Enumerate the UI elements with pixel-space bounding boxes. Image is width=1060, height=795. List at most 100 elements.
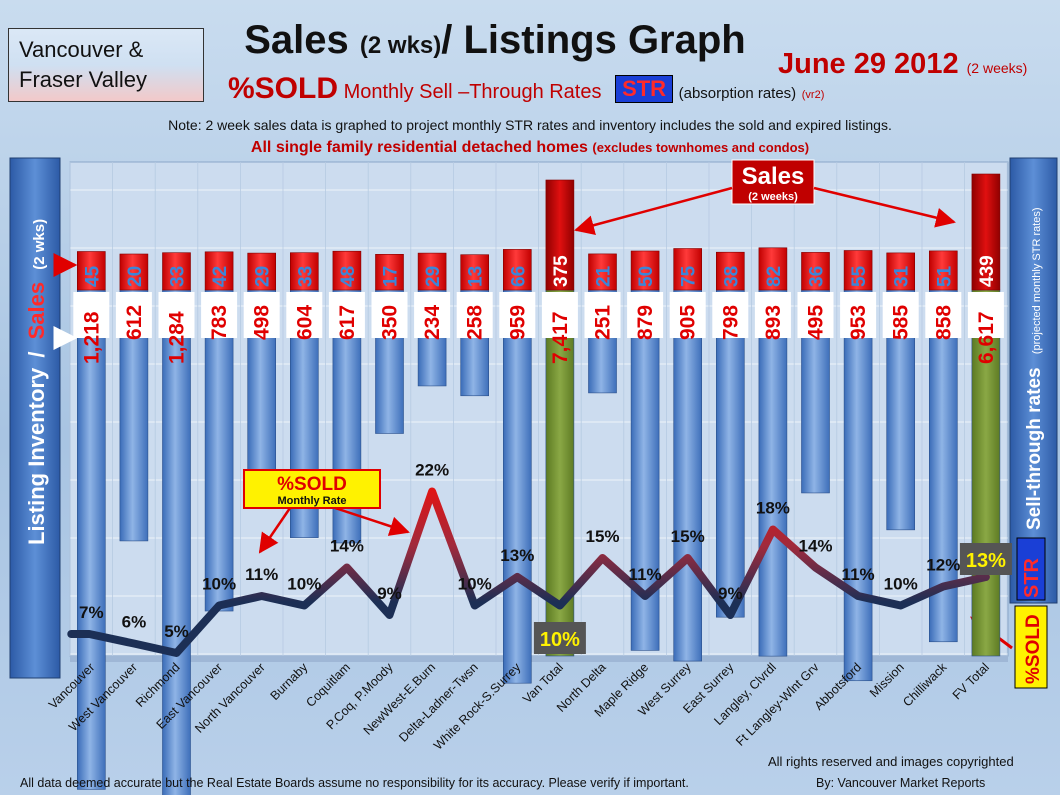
- inventory-value: 1,284: [166, 311, 189, 364]
- inventory-label-box: [541, 292, 578, 338]
- footer-disclaimer: All data deemed accurate but the Real Es…: [20, 776, 689, 790]
- sales-bar: [77, 251, 106, 291]
- date-text: June 29 2012: [778, 48, 959, 80]
- sales-callout: Sales (2 weeks): [574, 159, 956, 235]
- inventory-label-box: [797, 292, 834, 338]
- sales-bar: [886, 252, 916, 291]
- str-value: 12%: [926, 556, 960, 575]
- str-value: 14%: [330, 537, 364, 556]
- sales-value: 375: [551, 255, 572, 287]
- sold-callout-sub: Monthly Rate: [277, 495, 346, 507]
- str-value: 7%: [79, 603, 104, 622]
- sales-bar: [289, 252, 319, 291]
- inventory-label-box: [286, 292, 323, 338]
- inventory-value: 959: [506, 305, 529, 340]
- sales-bar: [928, 250, 958, 291]
- page-title: Sales (2 wks)/ Listings Graph: [210, 18, 780, 63]
- inventory-bar: [758, 289, 788, 657]
- sales-bar: [673, 248, 703, 291]
- report-date: June 29 2012 (2 weeks): [778, 48, 1027, 81]
- sales-bar: [801, 252, 830, 291]
- subtitle-sold: %SOLD: [228, 72, 339, 105]
- inventory-label-box: [328, 292, 365, 338]
- inventory-label-box: [115, 292, 152, 338]
- family-excl: (excludes townhomes and condos): [592, 140, 810, 155]
- inventory-value: 585: [890, 305, 913, 340]
- str-value: 9%: [718, 584, 743, 603]
- inventory-bar: [77, 289, 106, 790]
- str-value: 18%: [756, 499, 790, 518]
- sales-bar: [588, 253, 617, 291]
- sales-bar: [119, 253, 149, 291]
- inventory-value: 251: [592, 305, 615, 340]
- str-value: 6%: [122, 613, 147, 632]
- inventory-label-box: [840, 292, 877, 338]
- sales-value: 29: [253, 266, 274, 287]
- left-axis-sales: Sales: [24, 282, 49, 340]
- inventory-label-box: [499, 292, 536, 338]
- sales-value: 13: [466, 266, 487, 287]
- inventory-bar: [971, 289, 1001, 657]
- inventory-value: 858: [932, 305, 955, 340]
- inventory-label-box: [201, 292, 238, 338]
- note-line: Note: 2 week sales data is graphed to pr…: [168, 117, 892, 133]
- inventory-value: 953: [847, 305, 870, 340]
- str-labels: 7% 6% 5% 10% 11% 10% 14% 9% 22% 10% 13% 10% 15% 11% 15…: [79, 461, 1012, 654]
- sales-arrow-van: [574, 186, 733, 235]
- right-axis-label: Sell-through rates (projected monthly ST…: [1024, 207, 1045, 530]
- inventory-value: 495: [805, 305, 828, 340]
- str-value: 14%: [798, 537, 832, 556]
- sold-callout-title: %SOLD: [277, 474, 347, 495]
- left-axis-wks: (2 wks): [31, 219, 48, 270]
- total-str-value: 13%: [966, 550, 1006, 572]
- inventory-value: 893: [762, 305, 785, 340]
- inventory-labels: 1,218 612 1,284 783 498 604 617 350 234 258 959 7,4…: [73, 292, 1004, 364]
- inventory-label-box: [967, 292, 1004, 338]
- sales-value: 439: [977, 255, 998, 287]
- inventory-value: 7,417: [549, 311, 572, 364]
- family-main: All single family residential detached h…: [250, 139, 588, 156]
- str-value: 11%: [842, 565, 875, 584]
- inventory-label-box: [158, 292, 195, 338]
- category-label: Mission: [867, 660, 907, 700]
- sales-bar: [630, 250, 660, 291]
- sales-callout-sub: (2 weeks): [748, 191, 798, 203]
- category-label: Burnaby: [268, 660, 311, 703]
- inventory-label-box: [712, 292, 749, 338]
- category-label: NewWest-E.Burn: [361, 660, 439, 738]
- sales-bar: [971, 173, 1001, 291]
- inventory-label-box: [584, 292, 621, 338]
- right-sold-text: %SOLD: [1023, 614, 1044, 684]
- inventory-value: 617: [336, 305, 359, 340]
- title-small: (2 wks): [359, 32, 442, 59]
- left-axis-inventory: Listing Inventory: [24, 367, 49, 545]
- sales-value: 33: [295, 266, 316, 287]
- sold-arrow-left: [258, 507, 292, 554]
- sales-callout-title: Sales: [742, 163, 805, 190]
- sales-value: 38: [721, 266, 742, 287]
- inventory-value: 350: [379, 305, 402, 340]
- sales-value: 29: [423, 266, 444, 287]
- sales-value: 45: [82, 265, 103, 287]
- right-axis-main: Sell-through rates: [1024, 367, 1045, 530]
- str-value: 22%: [415, 461, 449, 480]
- region-line-2: Fraser Valley: [19, 67, 147, 92]
- subtitle-str-badge: STR: [615, 75, 674, 103]
- sales-value: 50: [636, 266, 657, 287]
- inventory-label-box: [73, 292, 110, 338]
- subtitle-version: (vr2): [801, 89, 825, 101]
- sales-bar: [715, 251, 745, 291]
- str-value: 10%: [884, 575, 918, 594]
- inventory-value: 498: [251, 305, 274, 340]
- inventory-label-box: [882, 292, 919, 338]
- inventory-label-box: [371, 292, 408, 338]
- str-value: 11%: [245, 565, 278, 584]
- inventory-bar: [204, 289, 234, 612]
- subtitle-monthly: Monthly Sell –Through Rates: [343, 81, 602, 103]
- sold-callout: %SOLD Monthly Rate: [243, 469, 410, 554]
- inventory-label-box: [414, 292, 451, 338]
- sales-value: 31: [892, 265, 913, 287]
- inventory-value: 905: [677, 305, 700, 340]
- inventory-bar: [673, 289, 703, 662]
- sales-bar: [332, 250, 362, 291]
